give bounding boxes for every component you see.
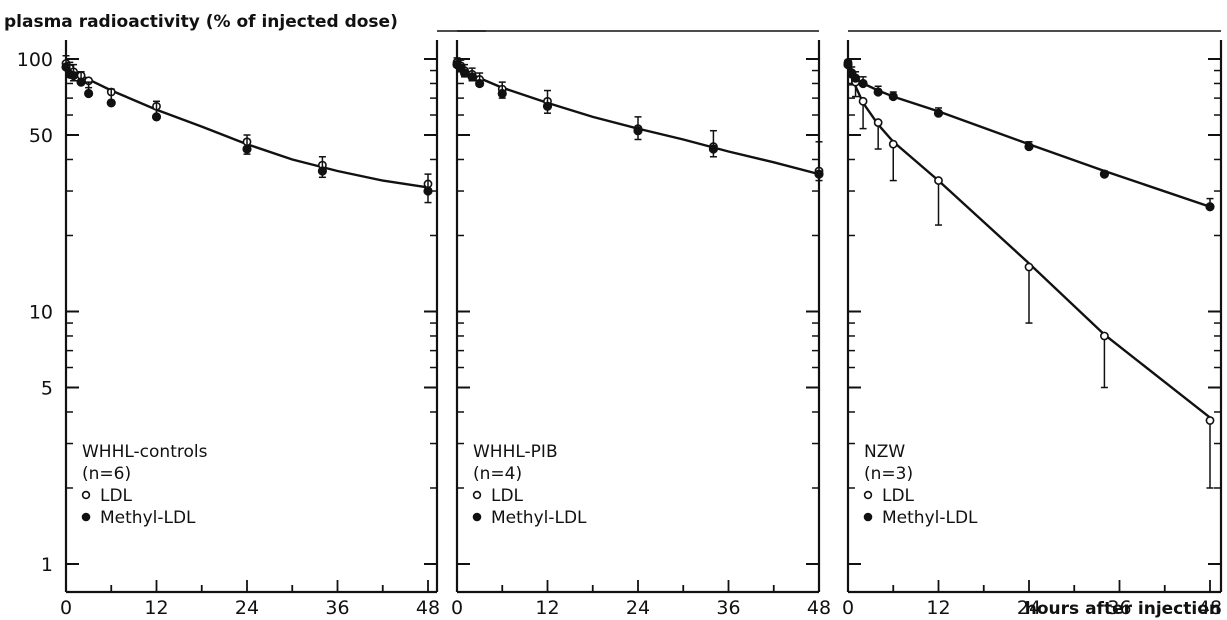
x-tick-label: 0 [842,597,854,619]
methyl-ldl-point [151,112,162,122]
y-tick-label: 1 [41,554,53,576]
fit-curve [65,61,429,189]
chart-panel-1: 1 5 10 50 100 0 12 24 36 48 WHHL-controls(n=6)LDLM… [17,30,486,619]
methyl-ldl-point [633,126,643,136]
legend-methyl-ldl-label: Methyl-LDL [882,508,978,528]
legend-ldl-marker [472,490,482,500]
x-tick-label: 0 [451,597,463,619]
methyl-ldl-point [1205,202,1215,212]
y-tick-label: 5 [41,378,53,400]
x-tick-label: 12 [144,597,168,619]
methyl-ldl-point [467,72,477,82]
methyl-ldl-point [459,68,470,78]
x-tick-label: 48 [807,597,831,619]
legend-methyl-ldl-marker [863,512,873,522]
x-tick-label: 36 [1107,597,1131,619]
methyl-ldl-point [858,78,868,89]
x-tick-label: 48 [1198,597,1222,619]
methyl-ldl-point [76,77,86,87]
panel-label: WHHL-PIB [473,442,558,462]
methyl-ldl-point [242,144,252,154]
x-tick-label: 24 [626,597,650,619]
y-tick-label: 10 [29,302,53,324]
fit-curve [846,61,1211,208]
legend-ldl-marker [863,490,873,500]
panel-n-label: (n=6) [82,464,131,484]
x-tick-label: 48 [416,597,440,619]
methyl-ldl-point [542,101,553,111]
methyl-ldl-point [873,87,883,97]
legend-ldl-marker [81,490,91,500]
panel-n-label: (n=3) [864,464,913,484]
x-tick-label: 24 [235,597,259,619]
methyl-ldl-point [68,70,79,81]
y-tick-label: 100 [17,49,53,71]
methyl-ldl-point [423,186,433,196]
ldl-point [1100,331,1109,341]
methyl-ldl-point [61,62,71,72]
fit-curve-ldl [846,61,1211,419]
x-tick-label: 12 [926,597,950,619]
methyl-ldl-point [1099,169,1110,179]
methyl-ldl-point [1024,141,1034,152]
methyl-ldl-point [317,166,328,176]
methyl-ldl-point [933,108,944,118]
methyl-ldl-point [84,88,94,99]
y-tick-label: 50 [29,125,53,147]
ldl-point [888,139,898,149]
panel-label: NZW [864,442,905,462]
x-tick-label: 24 [1017,597,1041,619]
methyl-ldl-point [106,98,116,108]
legend-ldl-label: LDL [491,486,524,506]
legend-methyl-ldl-marker [81,512,91,522]
ldl-point [858,96,868,106]
x-tick-label: 0 [60,597,72,619]
methyl-ldl-point [708,144,719,154]
methyl-ldl-point [814,169,824,179]
methyl-ldl-point [497,88,507,99]
legend-methyl-ldl-marker [472,512,482,522]
methyl-ldl-point [850,73,861,83]
legend-ldl-label: LDL [882,486,915,506]
x-tick-label: 36 [325,597,349,619]
x-tick-label: 12 [535,597,559,619]
panel-n-label: (n=4) [473,464,522,484]
ldl-point [1205,416,1215,425]
y-axis-label: plasma radioactivity (% of injected dose… [4,12,398,32]
x-tick-label: 36 [716,597,740,619]
methyl-ldl-point [888,91,898,102]
x-axis-label: hours after injection [1025,599,1221,619]
panel-label: WHHL-controls [82,442,208,462]
legend-methyl-ldl-label: Methyl-LDL [100,508,196,528]
legend-methyl-ldl-label: Methyl-LDL [491,508,587,528]
legend-ldl-label: LDL [100,486,133,506]
ldl-point [934,176,943,185]
methyl-ldl-point [843,60,853,70]
methyl-ldl-point [475,78,485,89]
ldl-point [1024,262,1034,272]
ldl-point [873,118,883,127]
